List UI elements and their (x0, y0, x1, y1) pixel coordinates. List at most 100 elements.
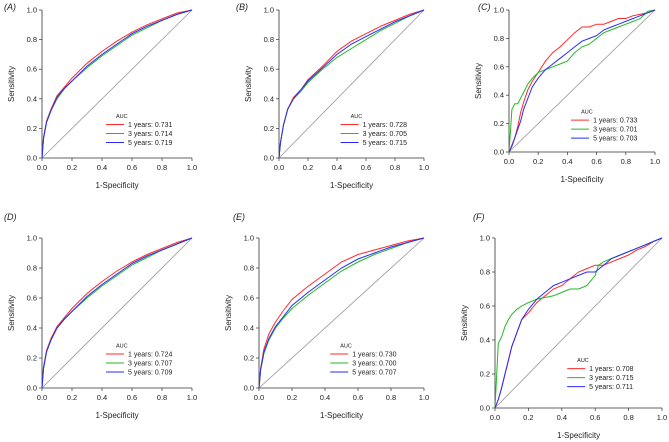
panel-label: (F) (473, 212, 485, 222)
y-tick-label: 0.4 (480, 336, 490, 345)
x-tick-label: 0.2 (303, 163, 313, 172)
x-axis-title: 1-Specificity (560, 175, 603, 184)
x-tick-label: 0.8 (390, 163, 400, 172)
x-tick-label: 0.8 (157, 393, 167, 402)
legend-entry: 3 years: 0.700 (352, 361, 396, 368)
panel-label: (E) (233, 212, 245, 222)
legend-entry: 5 years: 0.719 (128, 140, 172, 147)
panel-label: (D) (4, 212, 17, 222)
legend-entry: 1 years: 0.728 (363, 122, 407, 129)
y-tick-label: 0.2 (244, 354, 254, 363)
legend-entry: 5 years: 0.707 (352, 370, 396, 377)
y-tick-label: 0.8 (264, 35, 274, 44)
x-tick-label: 0.6 (591, 157, 601, 166)
x-tick-label: 0.2 (523, 413, 533, 422)
legend-entry: 1 years: 0.724 (128, 352, 172, 359)
x-tick-label: 0.2 (67, 163, 77, 172)
roc-curve-y5 (278, 9, 425, 159)
x-tick-label: 0.4 (97, 163, 107, 172)
legend-entry: 5 years: 0.711 (589, 384, 633, 391)
y-tick-label: 0.4 (244, 324, 254, 333)
legend-entry: 3 years: 0.701 (593, 127, 637, 134)
y-axis-title: Sensitivity (7, 66, 16, 102)
x-tick-label: 0.6 (361, 163, 371, 172)
x-tick-label: 0.8 (386, 393, 396, 402)
y-tick-label: 0.6 (27, 294, 37, 303)
x-tick-label: 0.6 (127, 393, 137, 402)
y-tick-label: 0.0 (494, 148, 504, 157)
legend-entry: 1 years: 0.731 (128, 122, 172, 129)
x-tick-label: 0.8 (623, 413, 633, 422)
y-tick-label: 0.8 (494, 34, 504, 43)
legend-title: AUC (340, 344, 352, 350)
legend-title: AUC (351, 114, 363, 120)
legend-title: AUC (116, 344, 128, 350)
y-tick-label: 0.6 (264, 65, 274, 74)
x-tick-label: 0.0 (490, 413, 500, 422)
y-tick-label: 0.6 (480, 302, 490, 311)
reference-diagonal (41, 237, 193, 389)
x-axis-title: 1-Specificity (557, 431, 600, 440)
x-tick-label: 1.0 (419, 393, 429, 402)
x-tick-label: 1.0 (650, 157, 660, 166)
y-tick-label: 0.2 (27, 354, 37, 363)
roc-curve-y5 (41, 237, 193, 389)
x-tick-label: 0.2 (287, 393, 297, 402)
y-tick-label: 0.8 (480, 268, 490, 277)
panel-label: (B) (236, 2, 248, 12)
y-tick-label: 0.4 (494, 91, 504, 100)
x-tick-label: 1.0 (187, 393, 197, 402)
legend-entry: 1 years: 0.730 (352, 352, 396, 359)
x-tick-label: 0.0 (37, 393, 47, 402)
x-tick-label: 0.2 (67, 393, 77, 402)
legend-entry: 1 years: 0.733 (593, 118, 637, 125)
y-tick-label: 0.4 (27, 324, 37, 333)
y-tick-label: 0.0 (244, 384, 254, 393)
roc-curve-y3 (508, 9, 656, 153)
x-tick-label: 0.4 (557, 413, 567, 422)
x-axis-title: 1-Specificity (320, 411, 363, 420)
roc-curve-y1 (41, 237, 193, 389)
y-tick-label: 0.4 (27, 94, 37, 103)
y-tick-label: 0.0 (264, 154, 274, 163)
y-axis-title: Sensitivity (224, 295, 233, 331)
y-tick-label: 0.6 (494, 62, 504, 71)
y-tick-label: 0.4 (264, 94, 274, 103)
y-tick-label: 0.0 (27, 154, 37, 163)
y-tick-label: 0.0 (480, 404, 490, 413)
y-axis-title: Sensitivity (460, 305, 469, 341)
legend-entry: 3 years: 0.715 (589, 375, 633, 382)
x-tick-label: 0.8 (157, 163, 167, 172)
roc-curve-y5 (508, 9, 656, 153)
roc-curve-y1 (508, 9, 656, 153)
y-tick-label: 0.2 (480, 370, 490, 379)
y-axis-title: Sensitivity (244, 66, 253, 102)
y-tick-label: 1.0 (494, 6, 504, 15)
y-tick-label: 1.0 (480, 234, 490, 243)
y-tick-label: 0.6 (244, 294, 254, 303)
x-tick-label: 0.4 (97, 393, 107, 402)
reference-diagonal (494, 237, 663, 409)
y-tick-label: 0.2 (494, 119, 504, 128)
x-tick-label: 0.0 (37, 163, 47, 172)
legend-entry: 3 years: 0.707 (128, 361, 172, 368)
roc-curve-y1 (258, 237, 425, 389)
reference-diagonal (41, 9, 193, 159)
x-tick-label: 0.0 (504, 157, 514, 166)
x-tick-label: 1.0 (657, 413, 667, 422)
legend-entry: 5 years: 0.709 (128, 370, 172, 377)
y-axis-title: Sensitivity (474, 63, 483, 99)
legend-title: AUC (581, 110, 593, 116)
y-tick-label: 1.0 (244, 234, 254, 243)
y-tick-label: 1.0 (27, 6, 37, 15)
legend-entry: 3 years: 0.714 (128, 131, 172, 138)
y-axis-title: Sensitivity (7, 295, 16, 331)
x-tick-label: 0.8 (621, 157, 631, 166)
legend-title: AUC (116, 114, 128, 120)
roc-panel-5: (E) 0.0 0.2 0.4 0.6 0.8 1.0 0.0 0.2 0.4 0.6 0.8 1.0 1… (224, 212, 429, 420)
roc-panel-3: (C) 0.0 0.2 0.4 0.6 0.8 1.0 0.0 0.2 0.4 0.6 0.8 1.0 1… (474, 2, 660, 184)
roc-curve-y5 (494, 237, 663, 409)
panel-label: (A) (4, 2, 16, 12)
reference-diagonal (508, 9, 656, 153)
